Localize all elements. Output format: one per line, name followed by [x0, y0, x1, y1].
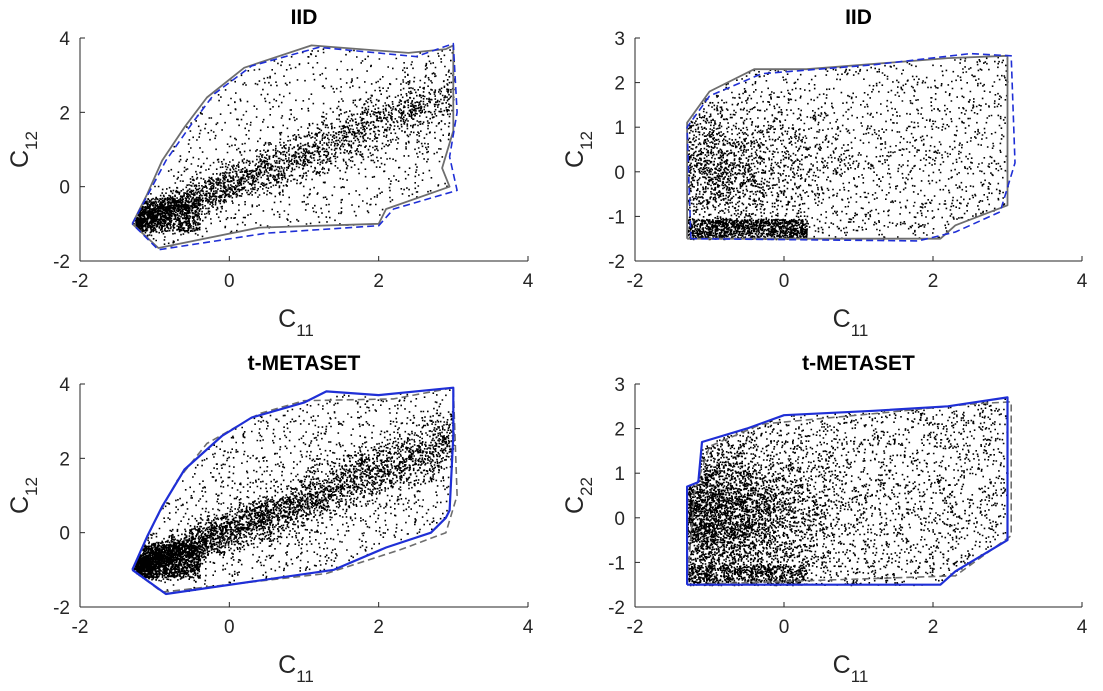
x-tick-label: 4	[1077, 271, 1088, 292]
y-tick-label: -1	[608, 207, 625, 228]
x-tick-label: -2	[627, 271, 644, 292]
blue-dashed-boundary	[131, 42, 458, 251]
panel-title: IID	[291, 6, 318, 29]
scatter-point-set	[133, 48, 455, 247]
scatter-points	[687, 56, 1009, 241]
y-axis-label: C12	[6, 477, 41, 514]
y-axis-label: C12	[561, 131, 596, 168]
y-tick-label: 2	[59, 103, 70, 124]
scatter-points	[133, 48, 455, 247]
y-axis-label-subscript: 12	[22, 477, 41, 496]
y-axis-label-base: C	[6, 496, 34, 514]
x-axis-label-base: C	[278, 305, 296, 333]
x-axis-label-subscript: 11	[296, 321, 314, 340]
y-tick-label: 1	[614, 464, 625, 485]
x-axis-label: C11	[278, 305, 314, 340]
blue-solid-boundary	[686, 396, 1009, 586]
x-tick-label: 0	[779, 271, 790, 292]
scatter-point-set	[132, 389, 455, 592]
blue-dashed-boundary	[686, 52, 1016, 242]
x-axis-label: C11	[278, 651, 314, 686]
gray-dashed-boundary	[131, 386, 458, 593]
y-axis-label-subscript: 22	[577, 477, 596, 496]
x-axis-label: C11	[833, 305, 869, 340]
y-axis-label-base: C	[561, 496, 589, 514]
x-axis-label-subscript: 11	[296, 667, 314, 686]
x-tick-label: 2	[928, 617, 939, 638]
x-tick-label: 0	[224, 617, 235, 638]
y-axis-label: C12	[6, 131, 41, 168]
blue-solid-boundary	[131, 386, 455, 596]
scatter-point-set	[687, 56, 1009, 241]
x-axis-label-subscript: 11	[851, 321, 869, 340]
x-axis-label-base: C	[833, 305, 851, 333]
y-tick-label: 0	[614, 509, 625, 530]
y-tick-label: 4	[59, 29, 70, 50]
y-axis-label-base: C	[6, 150, 34, 168]
x-tick-label: 4	[523, 617, 534, 638]
x-tick-label: 4	[523, 271, 534, 292]
gray-solid-boundary	[686, 54, 1009, 240]
x-tick-label: -2	[72, 271, 89, 292]
y-tick-label: 3	[614, 375, 625, 396]
y-tick-label: 0	[614, 163, 625, 184]
y-tick-label: 4	[59, 375, 70, 396]
y-tick-label: 2	[614, 420, 625, 441]
panel-title: t-METASET	[248, 352, 361, 375]
y-axis-label-subscript: 12	[22, 131, 41, 150]
x-tick-label: 4	[1077, 617, 1088, 638]
x-axis-label-base: C	[833, 651, 851, 679]
y-tick-label: -2	[53, 252, 70, 273]
x-tick-label: 2	[373, 617, 384, 638]
x-axis-label: C11	[833, 651, 869, 686]
y-tick-label: -2	[53, 598, 70, 619]
x-tick-label: 0	[224, 271, 235, 292]
y-tick-label: 1	[614, 118, 625, 139]
y-tick-label: -2	[608, 252, 625, 273]
x-tick-label: 2	[373, 271, 384, 292]
y-tick-label: 0	[59, 524, 70, 545]
panel-title: IID	[845, 6, 872, 29]
x-axis-label-subscript: 11	[851, 667, 869, 686]
y-axis-label-base: C	[561, 150, 589, 168]
x-tick-label: -2	[627, 617, 644, 638]
y-tick-label: -1	[608, 553, 625, 574]
x-tick-label: 0	[779, 617, 790, 638]
x-tick-label: 2	[928, 271, 939, 292]
y-tick-label: 0	[59, 178, 70, 199]
scatter-points	[687, 398, 1009, 587]
y-axis-label: C22	[561, 477, 596, 514]
gray-solid-boundary	[131, 44, 455, 249]
y-tick-label: 2	[614, 74, 625, 95]
y-tick-label: 3	[614, 29, 625, 50]
y-tick-label: -2	[608, 598, 625, 619]
y-axis-label-subscript: 12	[577, 131, 596, 150]
x-tick-label: -2	[72, 617, 89, 638]
panel-title: t-METASET	[802, 352, 915, 375]
y-tick-label: 2	[59, 449, 70, 470]
scatter-points	[132, 389, 455, 592]
scatter-point-set	[687, 398, 1009, 587]
x-axis-label-base: C	[278, 651, 296, 679]
